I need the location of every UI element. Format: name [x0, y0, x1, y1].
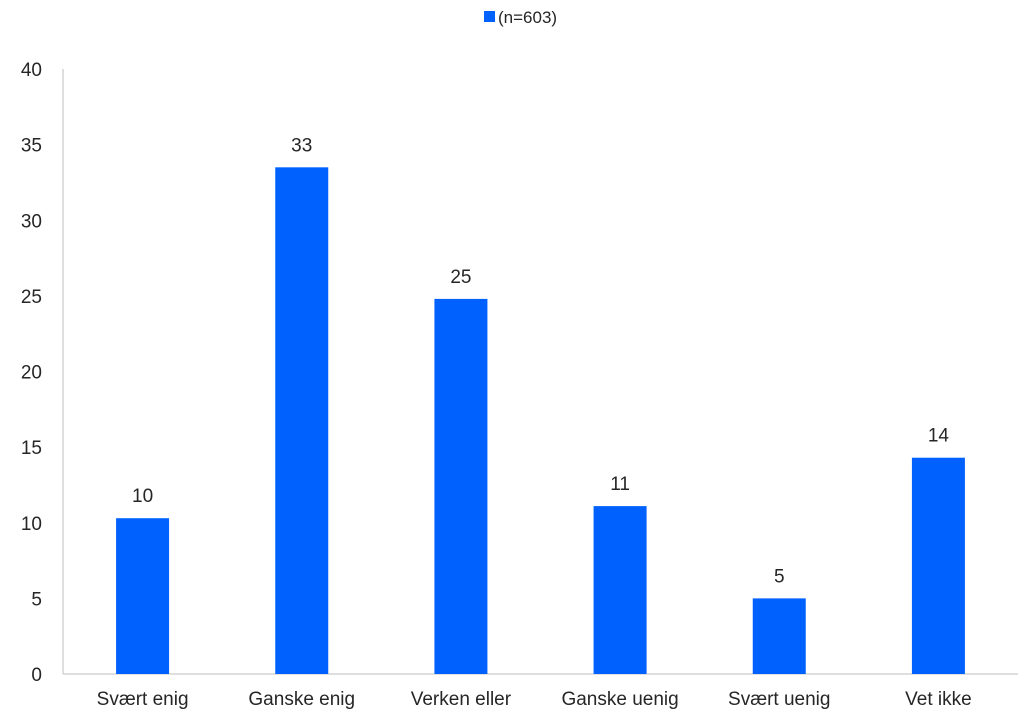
data-label: 14	[928, 426, 950, 447]
y-tick-label: 40	[21, 60, 42, 81]
bar	[911, 457, 965, 674]
y-tick-label: 30	[21, 211, 42, 232]
bar	[593, 506, 647, 674]
y-axis-ticks: 0 5 10 15 20 25 30 35 40	[21, 60, 42, 686]
x-category-label: Svært uenig	[728, 689, 830, 710]
data-label: 33	[291, 135, 312, 156]
bar	[116, 518, 170, 674]
y-tick-label: 5	[31, 589, 42, 610]
y-tick-label: 20	[21, 363, 42, 384]
legend: (n=603)	[484, 8, 557, 27]
x-category-label: Verken eller	[411, 689, 512, 710]
x-category-label: Ganske enig	[248, 689, 355, 710]
bar	[434, 298, 488, 674]
bar	[752, 598, 806, 674]
y-tick-label: 0	[31, 665, 42, 686]
bar	[275, 167, 329, 674]
y-tick-label: 15	[21, 438, 42, 459]
category-labels: Svært enig Ganske enig Verken eller Ganske …	[97, 689, 972, 710]
x-category-label: Svært enig	[97, 689, 189, 710]
y-tick-label: 35	[21, 136, 42, 157]
data-label: 5	[774, 566, 785, 587]
y-tick-label: 25	[21, 287, 42, 308]
legend-label: (n=603)	[498, 8, 557, 27]
data-label: 25	[450, 267, 471, 288]
data-labels: 10 33 25 11 5 14	[132, 135, 949, 587]
x-category-label: Ganske uenig	[561, 689, 678, 710]
data-label: 11	[610, 474, 630, 495]
y-tick-label: 10	[21, 514, 42, 535]
bars	[116, 167, 965, 674]
x-category-label: Vet ikke	[905, 689, 972, 710]
legend-swatch	[484, 11, 495, 22]
data-label: 10	[132, 486, 153, 507]
